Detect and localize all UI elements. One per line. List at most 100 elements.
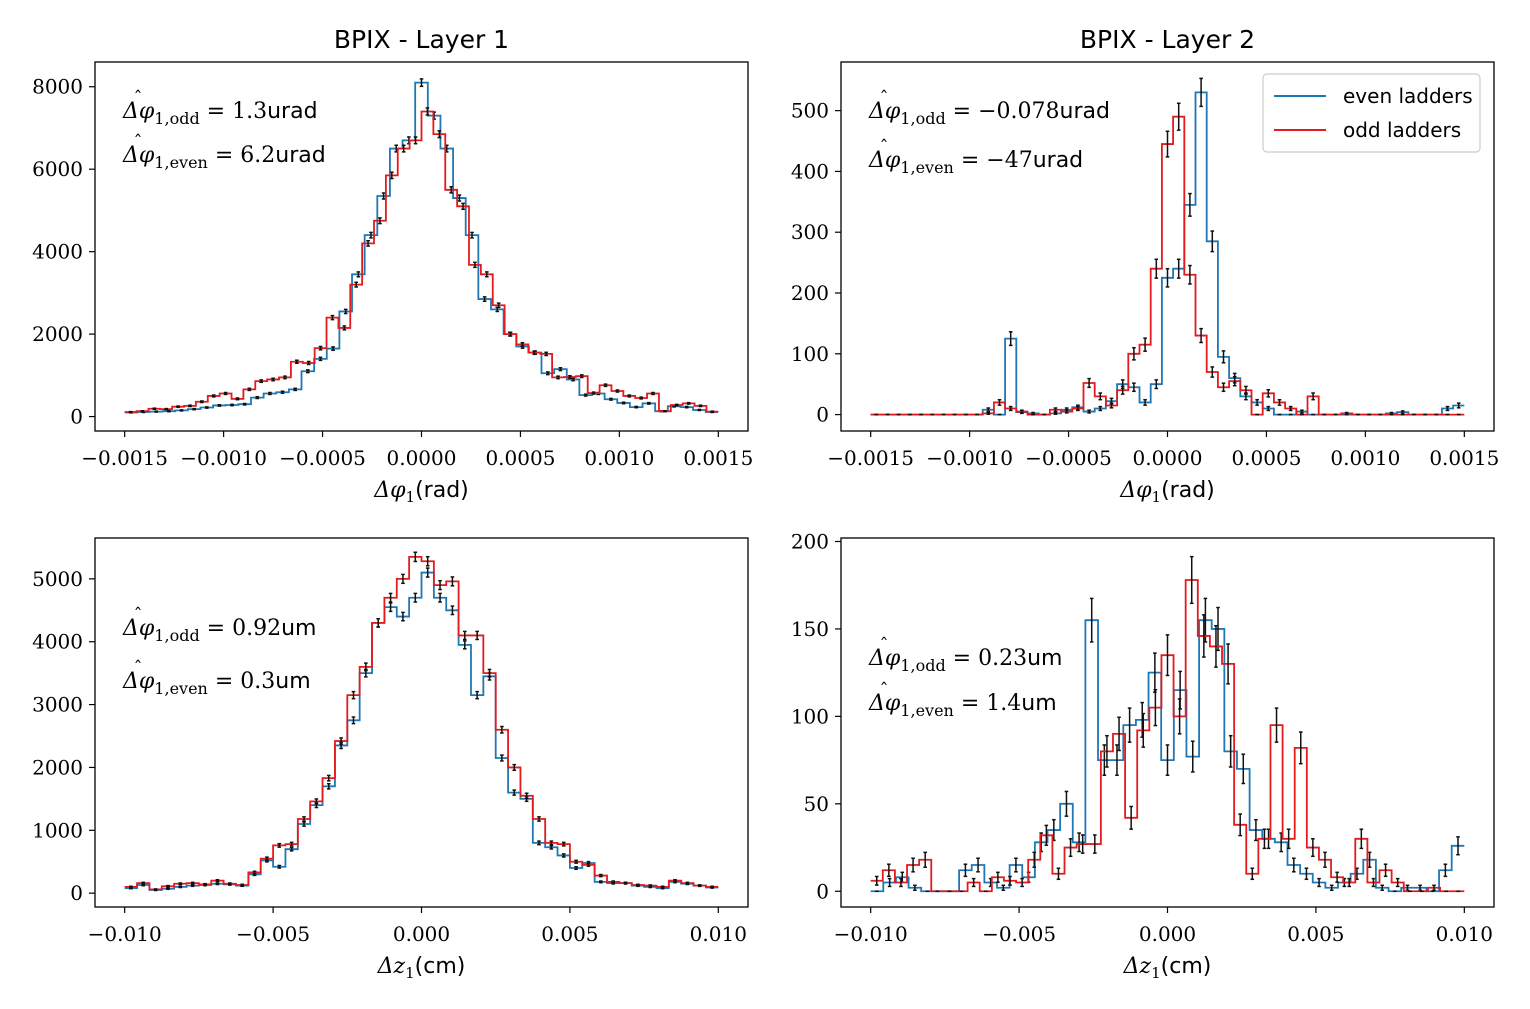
- error-bar: [887, 877, 892, 888]
- error-bar: [200, 400, 204, 404]
- error-bar: [512, 789, 517, 796]
- error-bar: [599, 873, 603, 878]
- error-bar: [1226, 643, 1230, 685]
- error-bar: [591, 391, 596, 395]
- error-bar: [450, 576, 455, 587]
- annotation-odd: Δφ1,odd = 0.92um: [122, 616, 316, 645]
- error-bar: [1262, 828, 1267, 850]
- error-bar: [1068, 838, 1073, 858]
- x-tick-label: 0.0015: [1429, 446, 1499, 470]
- x-tick-label: −0.0010: [180, 446, 267, 470]
- error-bar: [1300, 409, 1304, 414]
- error-bar: [140, 409, 145, 413]
- error-bar: [351, 716, 356, 725]
- error-bar: [1076, 405, 1080, 412]
- y-tick-label: 100: [791, 704, 829, 728]
- error-bar: [663, 409, 667, 413]
- error-bar: [546, 371, 550, 376]
- error-bar: [1189, 555, 1194, 605]
- error-bar: [179, 409, 184, 412]
- error-bar: [537, 816, 541, 822]
- x-tick-label: 0.0010: [584, 446, 654, 470]
- error-bar: [166, 884, 170, 888]
- error-bar: [188, 404, 192, 408]
- error-bar: [302, 821, 306, 827]
- error-bar: [1143, 398, 1147, 406]
- error-bar: [203, 882, 207, 886]
- error-bar: [128, 410, 133, 414]
- error-bar: [461, 202, 465, 210]
- error-bar: [636, 883, 640, 887]
- error-bar: [1098, 392, 1103, 401]
- error-bar: [289, 846, 294, 852]
- error-bar: [1445, 405, 1450, 412]
- error-bar: [556, 375, 560, 380]
- error-bar: [1080, 834, 1085, 854]
- error-bar: [204, 406, 209, 409]
- error-bar: [586, 862, 591, 867]
- error-bar: [1188, 264, 1192, 285]
- y-tick-label: 6000: [32, 157, 83, 181]
- error-bar: [419, 78, 424, 88]
- error-bar: [1132, 382, 1136, 393]
- x-tick-label: 0.000: [1139, 922, 1196, 946]
- error-bar: [579, 374, 584, 379]
- error-bar: [568, 374, 572, 380]
- y-tick-label: 3000: [32, 693, 83, 717]
- error-bar: [242, 402, 247, 406]
- x-tick-label: −0.0015: [827, 446, 914, 470]
- error-bar: [1053, 407, 1058, 413]
- error-bar: [1165, 744, 1170, 776]
- x-tick-label: 0.005: [1287, 922, 1344, 946]
- error-bar: [369, 231, 373, 239]
- legend-box: [1262, 73, 1481, 153]
- error-bar: [1277, 398, 1282, 406]
- error-bar: [1367, 851, 1372, 868]
- error-bar: [674, 403, 679, 407]
- error-bar: [1232, 375, 1237, 387]
- y-tick-label: 1000: [32, 818, 83, 842]
- error-bar: [1292, 857, 1296, 873]
- error-bar: [1154, 379, 1159, 390]
- error-bar: [252, 870, 257, 875]
- error-bar: [1210, 230, 1215, 253]
- error-bar: [223, 391, 228, 396]
- error-bar: [621, 401, 626, 405]
- y-tick-label: 8000: [32, 75, 83, 99]
- error-bar: [1214, 624, 1218, 668]
- y-tick-label: 300: [791, 220, 829, 244]
- error-bar: [1250, 867, 1255, 881]
- error-bar: [462, 640, 467, 650]
- error-bar: [425, 107, 430, 116]
- error-bar: [1238, 813, 1242, 837]
- error-bar: [1418, 884, 1422, 891]
- x-axis-label: Δφ1(rad): [1119, 478, 1215, 506]
- error-bar: [351, 690, 356, 700]
- annotation-even: Δφ1,even = 1.4um: [868, 691, 1057, 720]
- error-bar: [277, 864, 282, 869]
- error-bar: [475, 630, 479, 641]
- error-bar: [1221, 382, 1226, 393]
- error-bar: [500, 725, 504, 734]
- error-bar: [1176, 258, 1181, 279]
- error-bar: [520, 341, 525, 347]
- x-tick-label: −0.010: [834, 922, 908, 946]
- error-bar: [230, 403, 234, 407]
- error-bar: [364, 662, 368, 672]
- plot-area: [870, 555, 1465, 893]
- error-bar: [913, 884, 917, 891]
- error-bar: [1311, 838, 1315, 858]
- error-bar: [685, 881, 690, 885]
- error-bar: [698, 404, 703, 408]
- error-bar: [425, 555, 430, 567]
- y-tick-label: 4000: [32, 240, 83, 264]
- x-tick-label: −0.005: [982, 922, 1056, 946]
- error-bar: [1383, 863, 1388, 878]
- error-bar: [450, 605, 455, 616]
- error-bar: [1329, 884, 1334, 891]
- error-bar: [651, 391, 655, 396]
- panel-title: BPIX - Layer 2: [1080, 25, 1255, 54]
- error-bar: [438, 579, 442, 591]
- error-bar: [1456, 836, 1460, 856]
- error-bar: [1335, 871, 1339, 883]
